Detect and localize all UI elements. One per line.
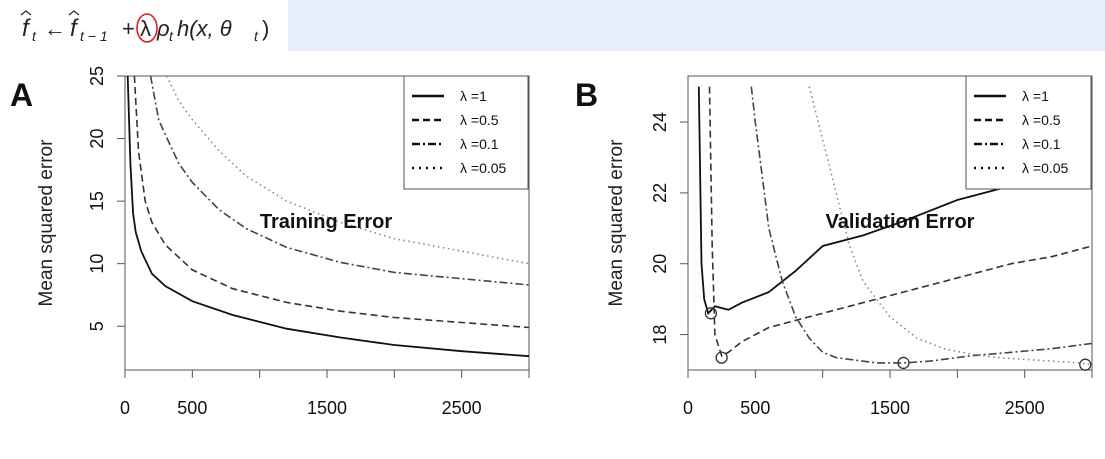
legend-entry: λ =0.5: [1022, 112, 1061, 128]
y-axis-label: Mean squared error: [36, 139, 57, 307]
y-tick-label: 5: [87, 321, 107, 331]
series-line-2: [133, 76, 529, 329]
formula-plus: +: [122, 16, 135, 41]
y-tick-label: 24: [650, 112, 670, 132]
y-tick-label: 18: [650, 325, 670, 345]
annotation-label: Validation Error: [826, 211, 975, 233]
x-tick-label: 500: [177, 398, 207, 418]
y-tick-label: 15: [87, 191, 107, 211]
formula-rho: ρ: [156, 16, 170, 41]
formula-lambda: λ: [140, 16, 151, 41]
legend-entry: λ =0.1: [1022, 136, 1061, 152]
formula-f-hat-prev: f: [70, 15, 79, 42]
x-tick-label: 2500: [442, 398, 482, 418]
series-line-3: [149, 76, 529, 286]
panel-label: A: [10, 77, 33, 113]
x-tick-label: 500: [740, 398, 770, 418]
series-group: [697, 86, 1092, 366]
minimum-marker: [704, 307, 718, 320]
minimum-marker: [897, 356, 910, 370]
series-line-2: [708, 86, 1092, 357]
formula-close: ): [262, 16, 269, 41]
formula-hat-2: [68, 10, 80, 16]
formula-hat-1: [20, 10, 32, 16]
x-tick-label: 0: [683, 398, 693, 418]
legend-entry: λ =0.5: [460, 112, 499, 128]
lambda-highlight-circle: [136, 13, 158, 43]
formula-f-hat: f: [22, 15, 31, 42]
x-tick-label: 1500: [870, 398, 910, 418]
legend-entry: λ =0.05: [460, 160, 507, 176]
learning-rate-figure: 0 500 1500 2500 5 10 15 20 25 Mean squared error A…: [10, 66, 1093, 418]
x-tick-label: 0: [120, 398, 130, 418]
boosting-update-formula: f t ← f t − 1 + λ ρ t h(x, θ t ): [20, 10, 269, 44]
y-axis-label: Mean squared error: [606, 139, 627, 307]
y-tick-label: 20: [650, 254, 670, 274]
series-group: [126, 76, 529, 358]
formula-h-expr: h(x, θ: [177, 16, 232, 41]
formula-sub-t-minus-1: t − 1: [80, 28, 108, 44]
formula-sub-t: t: [32, 28, 37, 44]
legend-entry: λ =0.05: [1022, 160, 1069, 176]
x-tick-label: 2500: [1005, 398, 1045, 418]
panel-label: B: [575, 77, 598, 113]
legend-entry: λ =1: [1022, 88, 1049, 104]
minimum-marker: [1079, 358, 1092, 371]
y-tick-label: 10: [87, 254, 107, 274]
series-line-3: [750, 86, 1092, 364]
formula-rho-sub: t: [169, 28, 174, 44]
formula-theta-sub: t: [254, 28, 259, 44]
annotation-label: Training Error: [260, 211, 392, 233]
y-tick-label: 20: [87, 129, 107, 149]
legend-entry: λ =1: [460, 88, 487, 104]
panel-validation-error: 0 500 1500 2500 18 20 22 24 Mean squared error B V…: [575, 75, 1093, 418]
formula-arrow: ←: [44, 16, 66, 41]
formula-band: f t ← f t − 1 + λ ρ t h(x, θ t ): [0, 0, 1105, 58]
y-tick-label: 25: [87, 66, 107, 86]
formula-highlight-band: [288, 0, 1105, 51]
x-tick-label: 1500: [307, 398, 347, 418]
panel-training-error: 0 500 1500 2500 5 10 15 20 25 Mean squared error A…: [10, 66, 530, 418]
y-tick-label: 22: [650, 183, 670, 203]
series-line-4: [808, 86, 1092, 366]
minimum-marker: [715, 351, 728, 364]
series-line-1: [126, 76, 529, 358]
legend-entry: λ =0.1: [460, 136, 499, 152]
